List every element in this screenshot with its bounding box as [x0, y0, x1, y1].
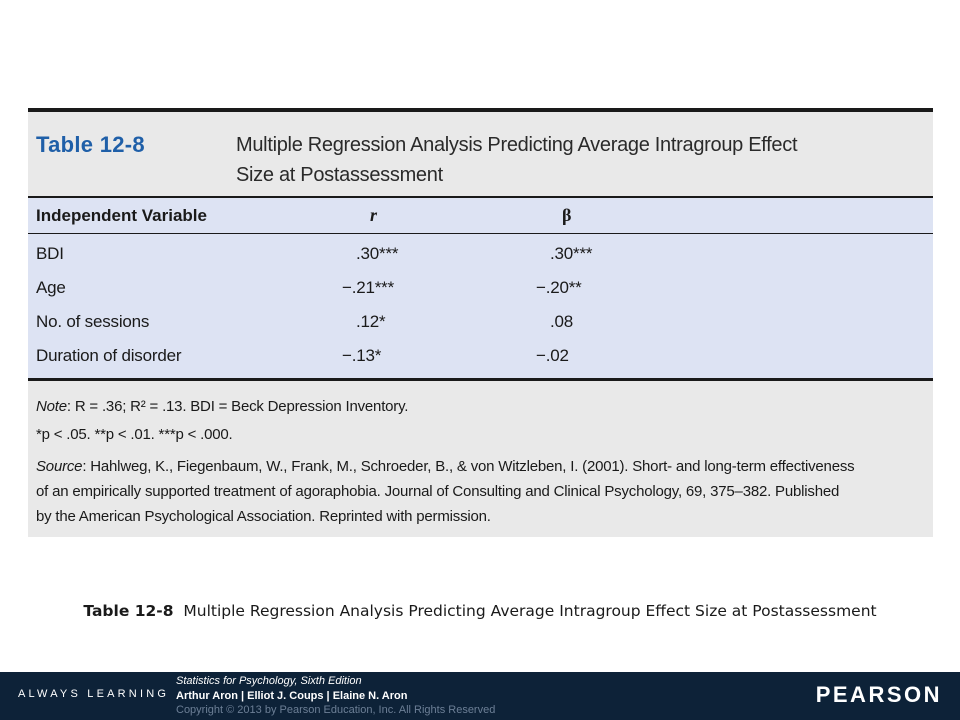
source-line-2: of an empirically supported treatment of… [36, 483, 840, 500]
header-independent-variable: Independent Variable [36, 206, 207, 225]
table-top-rule [28, 108, 933, 112]
note-text: R = .36; R² = .13. BDI = Beck Depression… [74, 398, 409, 415]
footer-book-info: Statistics for Psychology, Sixth Edition… [176, 674, 495, 718]
table-title: Multiple Regression Analysis Predicting … [236, 134, 798, 186]
significance-line: *p < .05. **p < .01. ***p < .000. [36, 426, 233, 443]
header-bottom-rule [28, 233, 933, 234]
header-beta: β [562, 205, 572, 225]
table-title-row: Table 12-8 Multiple Regression Analysis … [28, 112, 933, 204]
source-label: Source [36, 458, 83, 475]
source-text: Hahlweg, K., Fiegenbaum, W., Frank, M., … [90, 458, 855, 475]
book-authors: Arthur Aron | Elliot J. Coups | Elaine N… [176, 689, 408, 702]
row-r: .12* [356, 312, 386, 331]
caption-text: Multiple Regression Analysis Predicting … [183, 602, 877, 620]
row-variable: No. of sessions [36, 312, 150, 331]
note-label: Note [36, 398, 67, 415]
header-r: r [370, 205, 378, 225]
row-beta: −.02 [536, 346, 569, 365]
footer-tagline: ALWAYS LEARNING [18, 688, 170, 700]
row-r: −.21*** [342, 278, 395, 297]
pearson-logo: PEARSON [815, 682, 942, 707]
footer-bar: ALWAYS LEARNING Statistics for Psycholog… [0, 672, 960, 720]
row-r: −.13* [342, 346, 382, 365]
table-number: Table 12-8 [36, 132, 145, 157]
copyright: Copyright © 2013 by Pearson Education, I… [176, 704, 496, 716]
row-beta: −.20** [536, 278, 582, 297]
row-beta: .30*** [550, 244, 593, 263]
table-body [28, 198, 933, 379]
table-notes: Note: R = .36; R² = .13. BDI = Beck Depr… [28, 381, 933, 537]
row-variable: BDI [36, 244, 64, 263]
row-variable: Age [36, 278, 66, 297]
row-variable: Duration of disorder [36, 346, 182, 365]
slide-caption: Table 12-8 Multiple Regression Analysis … [40, 600, 920, 622]
note-line: Note: R = .36; R² = .13. BDI = Beck Depr… [36, 398, 409, 415]
book-title: Statistics for Psychology, Sixth Edition [176, 675, 362, 687]
regression-table: Table 12-8 Multiple Regression Analysis … [28, 108, 933, 537]
row-beta: .08 [550, 312, 574, 331]
header-top-rule [28, 196, 933, 198]
source-line-1: Source: Hahlweg, K., Fiegenbaum, W., Fra… [36, 458, 855, 475]
table-bottom-rule [28, 378, 933, 381]
caption-label: Table 12-8 [83, 602, 174, 620]
source-line-3: by the American Psychological Associatio… [36, 508, 491, 525]
row-r: .30*** [356, 244, 399, 263]
